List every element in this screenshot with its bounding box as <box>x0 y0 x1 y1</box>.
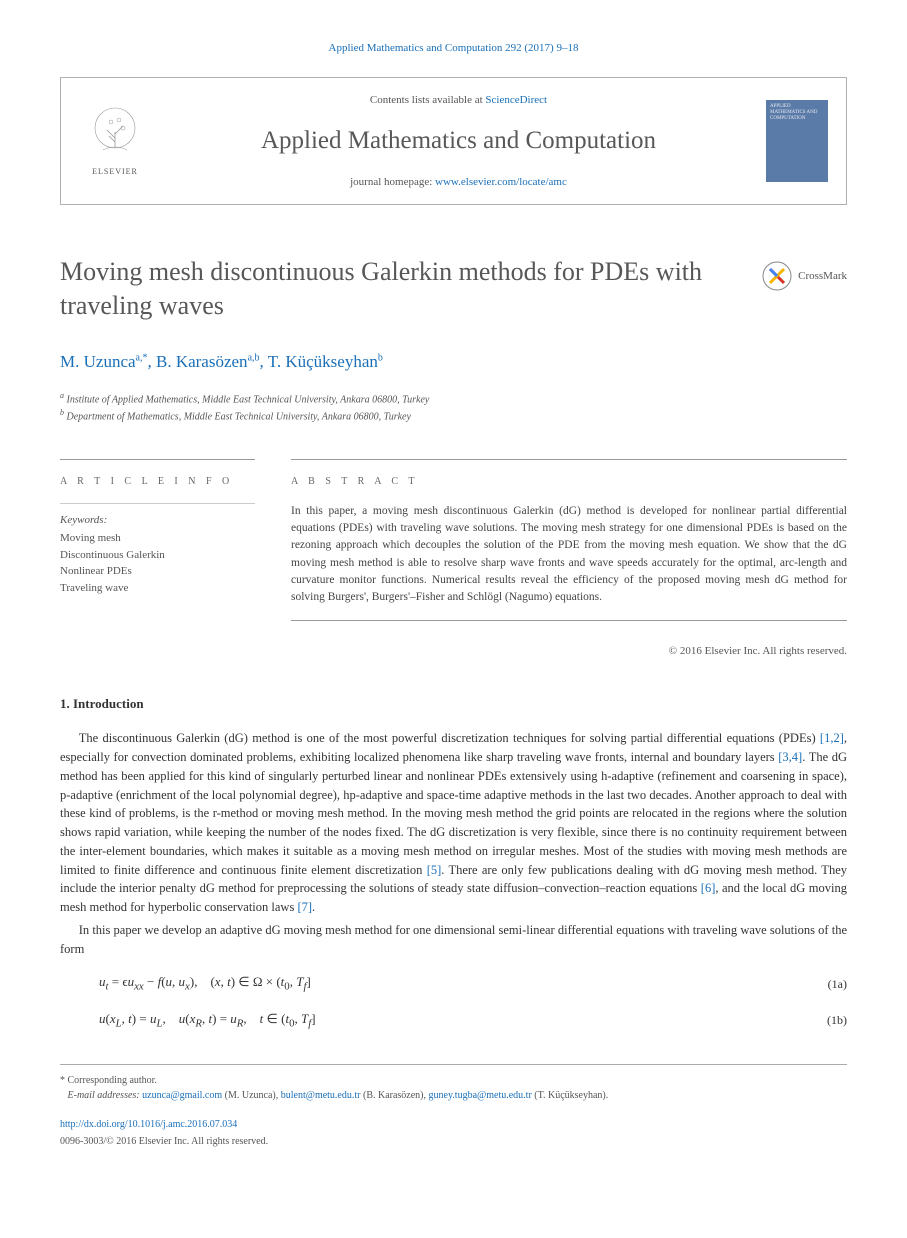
email-3-who: (T. Küçükseyhan) <box>534 1090 605 1101</box>
abstract-column: A B S T R A C T In this paper, a moving … <box>291 459 847 660</box>
crossmark-icon <box>762 261 792 291</box>
page-footer: http://dx.doi.org/10.1016/j.amc.2016.07.… <box>60 1117 847 1149</box>
equation-1b-number: (1b) <box>827 1011 847 1029</box>
equation-1a: ut = ϵuxx − f(u, ux), (x, t) ∈ Ω × (t0, … <box>99 972 847 995</box>
elsevier-logo: ELSEVIER <box>79 101 151 181</box>
journal-name: Applied Mathematics and Computation <box>169 122 748 160</box>
equation-1b: u(xL, t) = uL, u(xR, t) = uR, t ∈ (t0, T… <box>99 1009 847 1032</box>
keyword-2: Discontinuous Galerkin <box>60 547 255 564</box>
cite-5[interactable]: [5] <box>427 863 442 877</box>
corresponding-author-note: * Corresponding author. <box>60 1073 847 1088</box>
equation-1a-body: ut = ϵuxx − f(u, ux), (x, t) ∈ Ω × (t0, … <box>99 972 828 995</box>
masthead: ELSEVIER Contents lists available at Sci… <box>60 77 847 206</box>
email-3[interactable]: guney.tugba@metu.edu.tr <box>429 1090 532 1101</box>
article-info-heading: A R T I C L E I N F O <box>60 474 255 489</box>
paragraph-2: In this paper we develop an adaptive dG … <box>60 921 847 959</box>
cite-6[interactable]: [6] <box>701 881 716 895</box>
abstract-heading: A B S T R A C T <box>291 474 847 489</box>
affiliation-marker-b: b <box>60 408 64 417</box>
email-1-who: (M. Uzunca) <box>225 1090 276 1101</box>
homepage-link[interactable]: www.elsevier.com/locate/amc <box>435 176 567 188</box>
affiliation-marker-a: a <box>60 391 64 400</box>
email-label: E-mail addresses: <box>68 1090 143 1101</box>
authors-line: M. Uzuncaa,*, B. Karasözena,b, T. Küçüks… <box>60 349 847 375</box>
cite-1-2[interactable]: [1,2] <box>820 731 844 745</box>
article-info-column: A R T I C L E I N F O Keywords: Moving m… <box>60 459 255 660</box>
abstract-copyright: © 2016 Elsevier Inc. All rights reserved… <box>291 643 847 660</box>
homepage-line: journal homepage: www.elsevier.com/locat… <box>169 174 748 191</box>
email-2-who: (B. Karasözen) <box>363 1090 424 1101</box>
abstract-text: In this paper, a moving mesh discontinuo… <box>291 503 847 622</box>
email-1[interactable]: uzunca@gmail.com <box>142 1090 222 1101</box>
footnotes: * Corresponding author. E-mail addresses… <box>60 1064 847 1103</box>
cite-3-4[interactable]: [3,4] <box>778 750 802 764</box>
author-1: M. Uzunca <box>60 352 136 371</box>
author-3-aff: b <box>378 352 383 363</box>
keyword-4: Traveling wave <box>60 580 255 597</box>
article-title: Moving mesh discontinuous Galerkin metho… <box>60 255 742 323</box>
elsevier-tree-icon <box>85 104 145 164</box>
affiliations: a Institute of Applied Mathematics, Midd… <box>60 390 847 425</box>
footer-copyright: 0096-3003/© 2016 Elsevier Inc. All right… <box>60 1134 847 1149</box>
keyword-3: Nonlinear PDEs <box>60 563 255 580</box>
elsevier-label: ELSEVIER <box>92 166 138 178</box>
section-1-heading: 1. Introduction <box>60 694 847 714</box>
masthead-center: Contents lists available at ScienceDirec… <box>169 92 748 191</box>
contents-available-line: Contents lists available at ScienceDirec… <box>169 92 748 109</box>
author-2: B. Karasözen <box>156 352 248 371</box>
equation-1a-number: (1a) <box>828 975 847 993</box>
running-head: Applied Mathematics and Computation 292 … <box>60 40 847 57</box>
crossmark-label: CrossMark <box>798 268 847 285</box>
sciencedirect-link[interactable]: ScienceDirect <box>485 94 547 106</box>
author-2-aff: a,b <box>248 352 260 363</box>
email-2[interactable]: bulent@metu.edu.tr <box>281 1090 361 1101</box>
affiliation-b: b Department of Mathematics, Middle East… <box>60 407 847 424</box>
keywords-block: Keywords: Moving mesh Discontinuous Gale… <box>60 503 255 597</box>
crossmark-badge[interactable]: CrossMark <box>762 261 847 291</box>
affiliation-text-b: Department of Mathematics, Middle East T… <box>67 412 411 423</box>
journal-cover-thumbnail: APPLIED MATHEMATICS AND COMPUTATION <box>766 100 828 182</box>
affiliation-a: a Institute of Applied Mathematics, Midd… <box>60 390 847 407</box>
cite-7[interactable]: [7] <box>297 900 312 914</box>
paragraph-1: The discontinuous Galerkin (dG) method i… <box>60 729 847 917</box>
affiliation-text-a: Institute of Applied Mathematics, Middle… <box>67 394 430 405</box>
keywords-head: Keywords: <box>60 512 255 529</box>
body-text: 1. Introduction The discontinuous Galerk… <box>60 694 847 1032</box>
homepage-prefix: journal homepage: <box>350 176 435 188</box>
author-1-aff: a,* <box>136 352 148 363</box>
author-3: T. Küçükseyhan <box>268 352 378 371</box>
keyword-1: Moving mesh <box>60 530 255 547</box>
doi-link[interactable]: http://dx.doi.org/10.1016/j.amc.2016.07.… <box>60 1119 237 1130</box>
email-addresses-line: E-mail addresses: uzunca@gmail.com (M. U… <box>60 1088 847 1103</box>
equation-1b-body: u(xL, t) = uL, u(xR, t) = uR, t ∈ (t0, T… <box>99 1009 827 1032</box>
contents-prefix: Contents lists available at <box>370 94 485 106</box>
